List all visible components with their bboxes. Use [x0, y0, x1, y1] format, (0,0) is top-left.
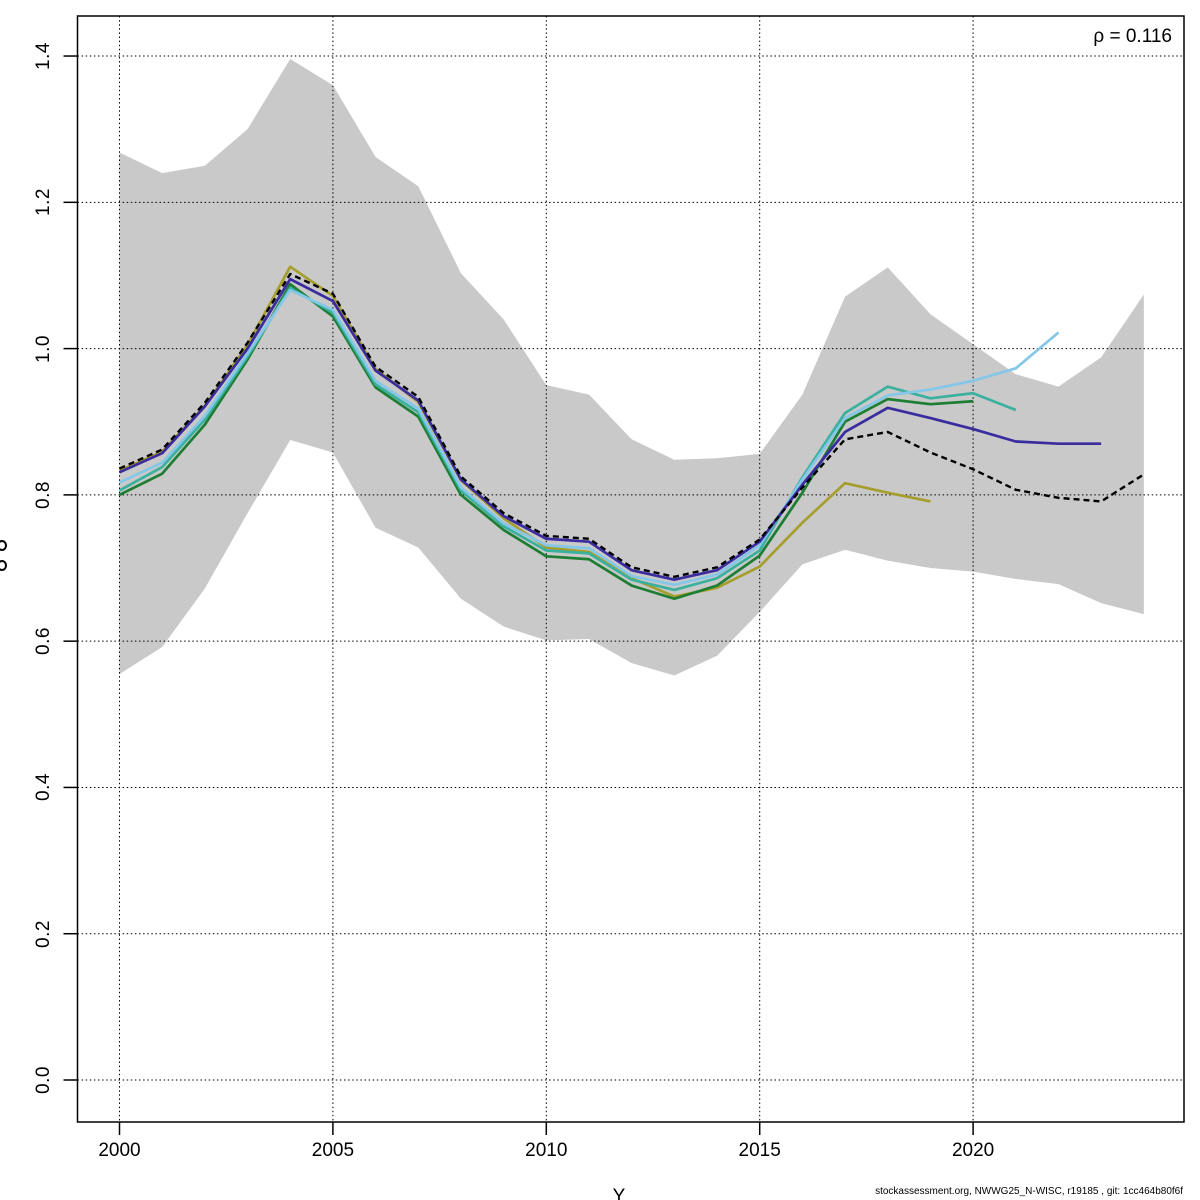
plot-box [76, 15, 1185, 1123]
x-axis-label-clipped: Y [613, 1186, 626, 1200]
y-axis-label-fragment [0, 540, 7, 551]
series-line-retro-peel-2022 [118, 288, 1060, 587]
x-axis-label-text: Y [612, 1186, 626, 1200]
footer-citation: stockassessment.org, NWWG25_N-WISC, r191… [875, 1186, 1183, 1197]
mohns-rho-label: ρ = 0.116 [1093, 26, 1172, 47]
series-line-retro-peel-2023 [118, 277, 1102, 582]
confidence-band [119, 58, 1144, 676]
series-line-base-run-2024 [119, 272, 1145, 578]
y-axis-label-fragment [0, 560, 7, 571]
